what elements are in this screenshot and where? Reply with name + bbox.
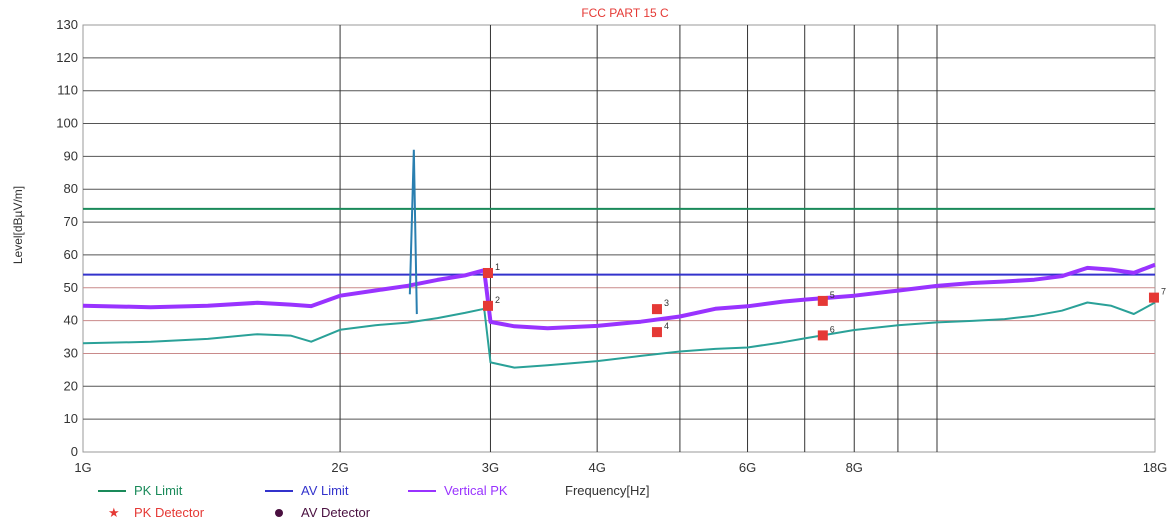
detector-marker [482,300,493,311]
chart-title: FCC PART 15 C [581,6,669,20]
detector-marker [651,327,662,338]
x-tick-label: 1G [74,460,91,475]
detector-marker [817,330,828,341]
grid-lines [83,25,1155,452]
marker-label: 5 [830,290,835,300]
x-tick-label: 6G [739,460,756,475]
y-tick-label: 70 [64,214,78,229]
y-tick-label: 110 [57,83,78,98]
y-axis-label: Level[dBµV/m] [11,186,25,264]
y-tick-label: 100 [56,116,78,131]
marker-label: 6 [830,324,835,334]
marker-label: 4 [664,321,669,331]
legend-label: Vertical PK [444,483,508,498]
y-tick-label: 130 [56,17,78,32]
series-line [82,301,1156,369]
y-tick-label: 40 [64,313,78,328]
plot-area [82,24,1156,453]
x-tick-label: 8G [846,460,863,475]
y-tick-label: 80 [64,181,78,196]
y-tick-label: 90 [64,148,78,163]
x-axis-label: Frequency[Hz] [565,483,650,498]
legend-label: AV Detector [301,505,371,520]
x-tick-label: 4G [588,460,605,475]
legend-label: PK Limit [134,483,183,498]
x-tick-label: 2G [331,460,348,475]
spike-line [408,149,418,315]
y-axis-ticks: 0 10 20 30 40 50 60 70 80 90 100 110 120 130 [56,17,78,459]
marker-label: 7 [1161,287,1166,297]
marker-label: 1 [495,262,500,272]
marker-label: 3 [664,298,669,308]
detector-marker [482,267,493,278]
y-tick-label: 50 [64,280,78,295]
legend-star-icon: ★ [108,505,120,520]
y-tick-label: 20 [64,378,78,393]
detector-marker [817,295,828,306]
legend: PK Limit AV Limit Vertical PK ★ PK Detector A… [98,483,508,520]
series-line [82,262,1156,331]
detector-markers: 1 2 3 4 5 6 7 [482,262,1166,341]
x-tick-label: 18G [1143,460,1168,475]
legend-label: AV Limit [301,483,349,498]
x-tick-label: 3G [482,460,499,475]
y-tick-label: 10 [64,411,78,426]
y-tick-label: 120 [56,50,78,65]
y-tick-label: 60 [64,247,78,262]
x-axis-ticks: 1G 2G 3G 4G 6G 8G 18G [74,460,1167,475]
detector-marker [651,304,662,315]
legend-dot-icon [275,509,283,517]
series-lines [82,149,1156,369]
y-tick-label: 0 [71,444,78,459]
y-tick-label: 30 [64,345,78,360]
marker-label: 2 [495,295,500,305]
detector-marker [1148,292,1159,303]
legend-label: PK Detector [134,505,205,520]
